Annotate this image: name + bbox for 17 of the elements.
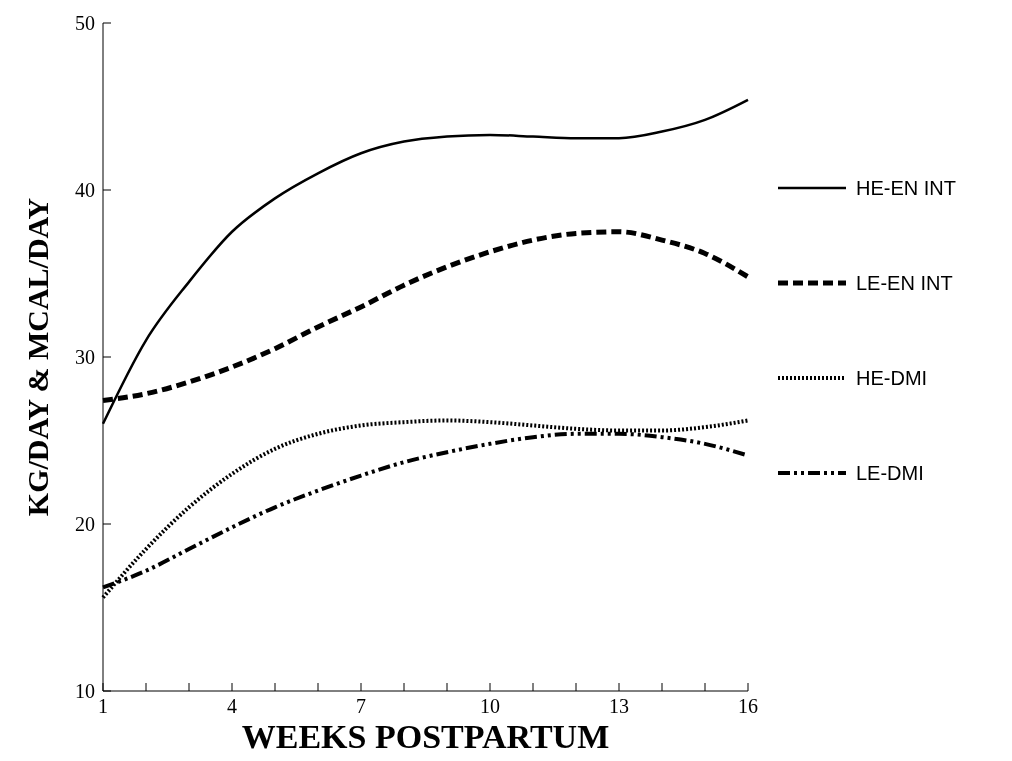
x-tick-label: 4 <box>227 695 237 717</box>
y-tick-label: 50 <box>75 12 95 34</box>
y-tick-label: 10 <box>75 680 95 702</box>
x-tick-label: 13 <box>609 695 629 717</box>
y-tick-label: 30 <box>75 346 95 368</box>
x-tick-label: 1 <box>98 695 108 717</box>
x-axis-title: WEEKS POSTPARTUM <box>241 718 610 755</box>
legend-label: HE-DMI <box>856 367 928 389</box>
y-tick-label: 40 <box>75 179 95 201</box>
legend-label: LE-DMI <box>856 462 924 484</box>
y-axis-title: KG/DAY & MCAL/DAY <box>21 197 54 517</box>
x-tick-label: 7 <box>356 695 366 717</box>
legend-label: HE-EN INT <box>856 177 956 199</box>
x-tick-label: 16 <box>738 695 758 717</box>
x-tick-label: 10 <box>480 695 500 717</box>
legend-label: LE-EN INT <box>856 272 953 294</box>
y-tick-label: 20 <box>75 513 95 535</box>
